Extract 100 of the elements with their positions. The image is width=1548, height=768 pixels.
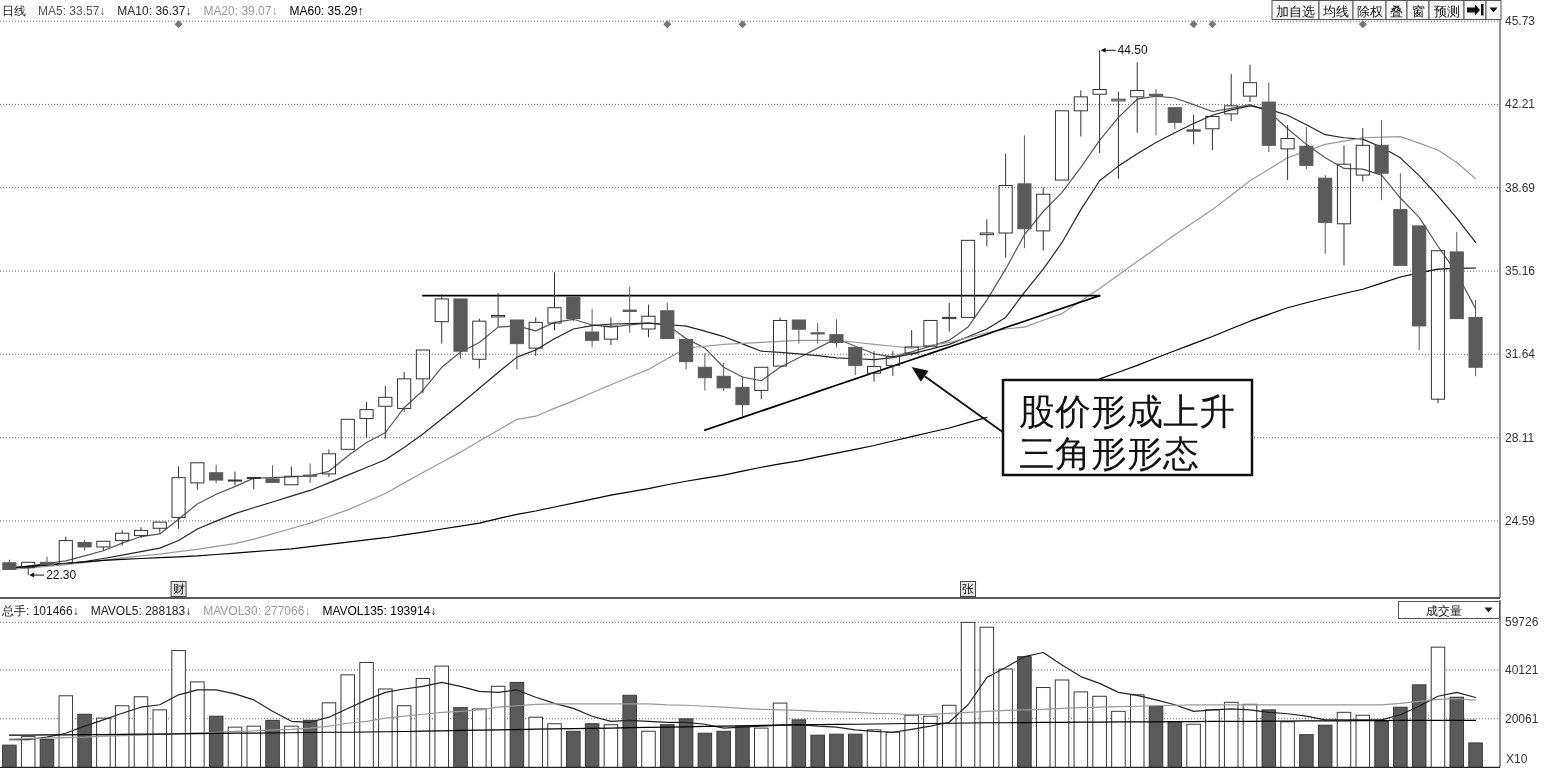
bar xyxy=(904,714,919,768)
bar xyxy=(472,708,487,768)
bar xyxy=(998,668,1013,768)
bar xyxy=(1468,742,1483,768)
dropdown-field: 成交量 xyxy=(1398,601,1500,619)
text: MA20: 39.07↓ xyxy=(203,4,278,18)
text: MA60: 35.29↑ xyxy=(289,4,364,18)
candlestick xyxy=(791,319,806,345)
button: 叠 xyxy=(1385,0,1408,20)
bar xyxy=(810,734,825,768)
button: 预测 xyxy=(1428,0,1465,20)
bar xyxy=(1111,710,1126,768)
bar xyxy=(1092,695,1107,768)
bar xyxy=(378,688,393,768)
candlestick xyxy=(265,464,280,483)
candlestick xyxy=(397,371,412,413)
candlestick xyxy=(1130,61,1145,134)
candlestick xyxy=(284,466,299,486)
bar xyxy=(547,723,562,768)
candlestick xyxy=(942,302,957,333)
bar xyxy=(979,626,995,768)
bar xyxy=(39,739,55,768)
bar xyxy=(1317,724,1333,768)
bar xyxy=(960,621,976,768)
annotation: 成交量 xyxy=(1425,604,1462,618)
button: 窗 xyxy=(1406,0,1430,20)
bar xyxy=(772,702,788,768)
candlestick xyxy=(735,375,750,417)
candlestick xyxy=(622,286,637,334)
candlestick xyxy=(1054,110,1070,181)
candlestick xyxy=(227,471,243,486)
bar xyxy=(941,704,957,768)
candlestick xyxy=(246,476,261,490)
candlestick xyxy=(1336,144,1352,266)
candlestick xyxy=(340,418,355,450)
bar xyxy=(885,731,901,768)
bar xyxy=(396,705,412,768)
candlestick xyxy=(885,350,900,377)
line-series xyxy=(8,698,1477,740)
bar xyxy=(58,695,74,768)
bar xyxy=(1129,694,1145,768)
bar xyxy=(190,681,205,768)
y-tick-label: 31.64 xyxy=(1505,347,1536,362)
bar xyxy=(603,724,619,768)
bar xyxy=(866,729,882,768)
candlestick xyxy=(998,153,1013,259)
chart-title: 日线 xyxy=(2,4,26,18)
bar xyxy=(20,736,36,768)
bar xyxy=(340,674,356,768)
candlestick xyxy=(960,239,976,318)
bar xyxy=(246,725,262,768)
bar xyxy=(716,730,731,768)
bar xyxy=(566,730,581,768)
bar xyxy=(923,715,938,768)
bar xyxy=(829,733,844,768)
annotation: 22.30 xyxy=(46,568,77,583)
chart-title: 总手: 101466↓ xyxy=(1,604,79,618)
button: 均线 xyxy=(1318,0,1354,20)
bar xyxy=(1054,679,1070,768)
candlestick xyxy=(171,465,186,530)
candlestick xyxy=(810,322,825,345)
bar xyxy=(415,678,431,768)
y-tick-label: 42.21 xyxy=(1505,97,1536,112)
candlestick xyxy=(152,521,167,534)
line-series xyxy=(8,719,1477,736)
candlestick xyxy=(923,319,938,347)
candlestick xyxy=(378,385,393,440)
bar xyxy=(114,705,130,768)
annotation: 44.50 xyxy=(1117,43,1148,58)
candlestick xyxy=(321,448,337,478)
y-tick-label: 59726 xyxy=(1505,615,1539,630)
bar xyxy=(641,730,656,768)
bar xyxy=(584,723,600,768)
y-tick-label: 38.69 xyxy=(1505,180,1536,195)
text: MA5: 33.57↓ xyxy=(38,4,106,18)
bar xyxy=(227,726,243,768)
y-tick-label: 24.59 xyxy=(1505,513,1536,528)
text: MAVOL30: 277066↓ xyxy=(203,604,311,618)
text: MAVOL5: 288183↓ xyxy=(90,604,192,618)
candlestick xyxy=(979,218,994,247)
y-tick-label: 45.73 xyxy=(1505,14,1536,29)
candlestick xyxy=(491,292,506,328)
candlestick xyxy=(1167,107,1182,130)
bar xyxy=(133,696,149,768)
candlestick xyxy=(866,350,882,383)
candlestick xyxy=(1430,250,1446,404)
bar xyxy=(1073,691,1089,768)
bar xyxy=(490,685,506,768)
candlestick xyxy=(716,362,731,392)
bar xyxy=(1205,709,1220,768)
bar xyxy=(321,702,337,768)
text: MAVOL135: 193914↓ xyxy=(322,604,437,618)
bar xyxy=(2,744,17,768)
candlestick xyxy=(1205,115,1220,151)
candlestick xyxy=(1073,89,1088,138)
y-tick-label: 20061 xyxy=(1505,711,1539,726)
candlestick xyxy=(1186,114,1201,145)
annotation: 股价形成上升三角形形态 xyxy=(1019,391,1235,474)
y-axis-title: X10 xyxy=(1506,751,1528,766)
y-tick-label: 35.16 xyxy=(1505,264,1536,279)
